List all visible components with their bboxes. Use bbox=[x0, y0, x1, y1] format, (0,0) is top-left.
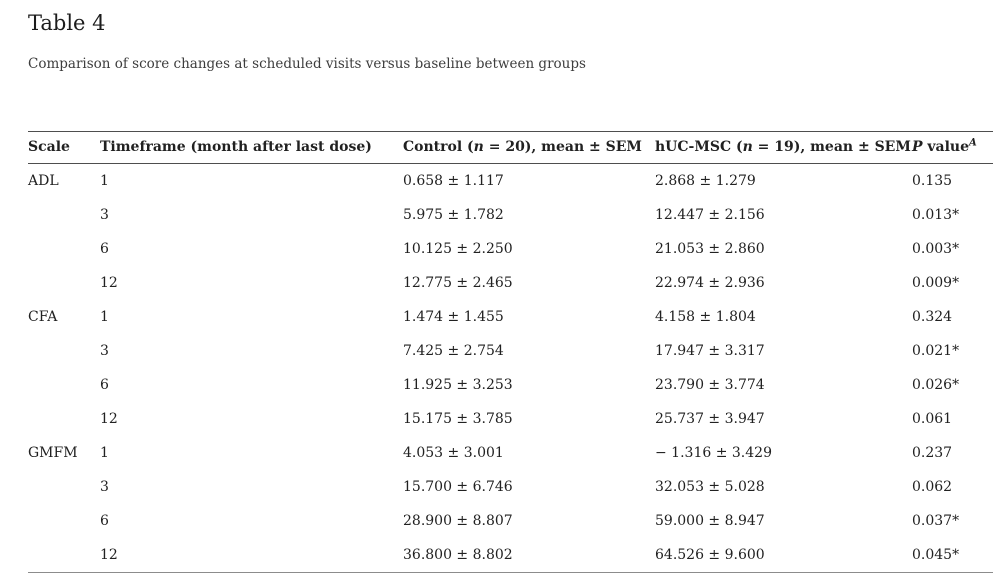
table-row: 3 7.425 ± 2.754 17.947 ± 3.317 0.021* bbox=[28, 334, 993, 368]
italic-n: n bbox=[742, 138, 753, 155]
cell-pvalue: 0.003* bbox=[912, 240, 960, 257]
cell-timeframe: 12 bbox=[100, 546, 118, 563]
cell-timeframe: 6 bbox=[100, 512, 109, 529]
cell-hucmsc: 2.868 ± 1.279 bbox=[655, 172, 756, 189]
cell-control: 5.975 ± 1.782 bbox=[403, 206, 504, 223]
cell-scale bbox=[28, 402, 100, 436]
cell-timeframe: 3 bbox=[100, 342, 109, 359]
col-header-control: Control (n = 20), mean ± SEM bbox=[403, 131, 655, 164]
cell-scale bbox=[28, 266, 100, 300]
col-header-scale: Scale bbox=[28, 131, 100, 164]
footnote-marker: A bbox=[969, 137, 977, 149]
cell-scale bbox=[28, 232, 100, 266]
italic-n: n bbox=[473, 138, 484, 155]
table-row: 6 28.900 ± 8.807 59.000 ± 8.947 0.037* bbox=[28, 504, 993, 538]
cell-timeframe: 12 bbox=[100, 274, 118, 291]
table-row: 6 11.925 ± 3.253 23.790 ± 3.774 0.026* bbox=[28, 368, 993, 402]
cell-timeframe: 1 bbox=[100, 444, 109, 461]
cell-scale bbox=[28, 198, 100, 232]
table-row: ADL 1 0.658 ± 1.117 2.868 ± 1.279 0.135 bbox=[28, 163, 993, 198]
cell-hucmsc: 64.526 ± 9.600 bbox=[655, 546, 765, 563]
table-row: 12 36.800 ± 8.802 64.526 ± 9.600 0.045* bbox=[28, 538, 993, 573]
cell-pvalue: 0.324 bbox=[912, 308, 953, 325]
table-row: 12 15.175 ± 3.785 25.737 ± 3.947 0.061 bbox=[28, 402, 993, 436]
cell-scale bbox=[28, 368, 100, 402]
cell-control: 10.125 ± 2.250 bbox=[403, 240, 513, 257]
cell-control: 0.658 ± 1.117 bbox=[403, 172, 504, 189]
cell-pvalue: 0.045* bbox=[912, 546, 960, 563]
cell-pvalue: 0.013* bbox=[912, 206, 960, 223]
cell-pvalue: 0.026* bbox=[912, 376, 960, 393]
cell-scale bbox=[28, 538, 100, 573]
col-header-timeframe: Timeframe (month after last dose) bbox=[100, 131, 403, 164]
table-row: 12 12.775 ± 2.465 22.974 ± 2.936 0.009* bbox=[28, 266, 993, 300]
cell-pvalue: 0.135 bbox=[912, 172, 953, 189]
cell-hucmsc: 25.737 ± 3.947 bbox=[655, 410, 765, 427]
cell-hucmsc: 59.000 ± 8.947 bbox=[655, 512, 765, 529]
cell-hucmsc: 22.974 ± 2.936 bbox=[655, 274, 765, 291]
cell-scale bbox=[28, 470, 100, 504]
cell-hucmsc: − 1.316 ± 3.429 bbox=[655, 444, 772, 461]
cell-timeframe: 1 bbox=[100, 172, 109, 189]
cell-hucmsc: 23.790 ± 3.774 bbox=[655, 376, 765, 393]
cell-control: 4.053 ± 3.001 bbox=[403, 444, 504, 461]
cell-pvalue: 0.037* bbox=[912, 512, 960, 529]
header-row: Scale Timeframe (month after last dose) … bbox=[28, 131, 993, 164]
cell-hucmsc: 32.053 ± 5.028 bbox=[655, 478, 765, 495]
cell-pvalue: 0.009* bbox=[912, 274, 960, 291]
cell-control: 12.775 ± 2.465 bbox=[403, 274, 513, 291]
cell-scale: GMFM bbox=[28, 444, 78, 461]
cell-control: 28.900 ± 8.807 bbox=[403, 512, 513, 529]
cell-pvalue: 0.021* bbox=[912, 342, 960, 359]
cell-hucmsc: 21.053 ± 2.860 bbox=[655, 240, 765, 257]
cell-pvalue: 0.061 bbox=[912, 410, 953, 427]
cell-timeframe: 1 bbox=[100, 308, 109, 325]
italic-p: P bbox=[912, 138, 923, 155]
cell-timeframe: 3 bbox=[100, 206, 109, 223]
cell-control: 15.175 ± 3.785 bbox=[403, 410, 513, 427]
table-row: GMFM 1 4.053 ± 3.001 − 1.316 ± 3.429 0.2… bbox=[28, 436, 993, 470]
cell-hucmsc: 17.947 ± 3.317 bbox=[655, 342, 765, 359]
table-title: Table 4 bbox=[28, 11, 106, 35]
cell-scale: CFA bbox=[28, 308, 58, 325]
cell-hucmsc: 12.447 ± 2.156 bbox=[655, 206, 765, 223]
cell-control: 15.700 ± 6.746 bbox=[403, 478, 513, 495]
table-row: 3 5.975 ± 1.782 12.447 ± 2.156 0.013* bbox=[28, 198, 993, 232]
table-caption: Comparison of score changes at scheduled… bbox=[28, 56, 586, 73]
table-row: 3 15.700 ± 6.746 32.053 ± 5.028 0.062 bbox=[28, 470, 993, 504]
cell-pvalue: 0.237 bbox=[912, 444, 953, 461]
table-body: ADL 1 0.658 ± 1.117 2.868 ± 1.279 0.135 … bbox=[28, 163, 993, 572]
cell-scale: ADL bbox=[28, 172, 59, 189]
cell-scale bbox=[28, 334, 100, 368]
table-row: CFA 1 1.474 ± 1.455 4.158 ± 1.804 0.324 bbox=[28, 300, 993, 334]
col-header-pvalue: P valueA bbox=[912, 131, 993, 164]
table-header: Scale Timeframe (month after last dose) … bbox=[28, 131, 993, 164]
cell-timeframe: 6 bbox=[100, 240, 109, 257]
cell-timeframe: 6 bbox=[100, 376, 109, 393]
cell-timeframe: 3 bbox=[100, 478, 109, 495]
cell-hucmsc: 4.158 ± 1.804 bbox=[655, 308, 756, 325]
table-row: 6 10.125 ± 2.250 21.053 ± 2.860 0.003* bbox=[28, 232, 993, 266]
cell-control: 1.474 ± 1.455 bbox=[403, 308, 504, 325]
cell-control: 11.925 ± 3.253 bbox=[403, 376, 513, 393]
cell-pvalue: 0.062 bbox=[912, 478, 953, 495]
comparison-table: Scale Timeframe (month after last dose) … bbox=[28, 130, 993, 573]
cell-scale bbox=[28, 504, 100, 538]
cell-control: 36.800 ± 8.802 bbox=[403, 546, 513, 563]
col-header-hucmsc: hUC-MSC (n = 19), mean ± SEM bbox=[655, 131, 912, 164]
cell-timeframe: 12 bbox=[100, 410, 118, 427]
cell-control: 7.425 ± 2.754 bbox=[403, 342, 504, 359]
